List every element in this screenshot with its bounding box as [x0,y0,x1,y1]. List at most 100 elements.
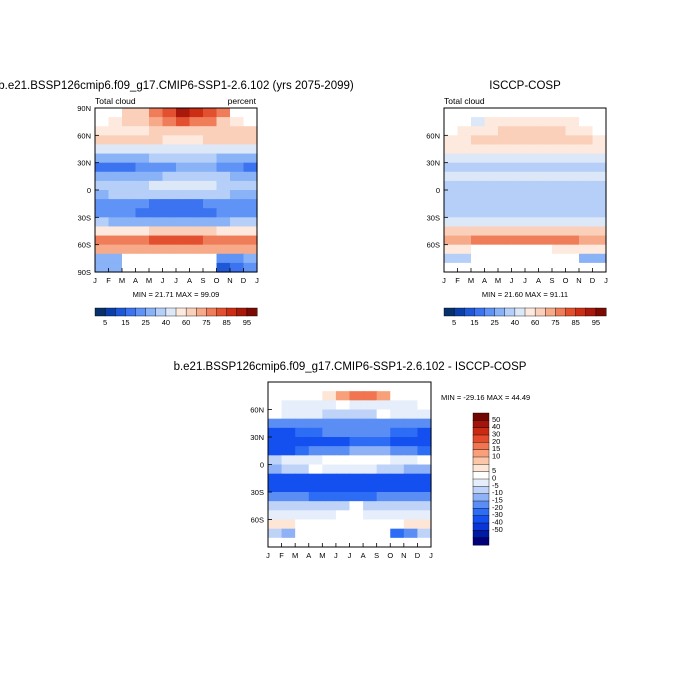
heatmap-cell [349,418,364,429]
heatmap-cell [230,108,245,118]
heatmap-cell [108,117,123,127]
heatmap-cell [511,199,526,209]
heatmap-cell [322,482,337,493]
heatmap-cell [376,446,391,456]
heatmap-cell [390,482,405,493]
heatmap-cell [95,217,110,228]
heatmap-cell [216,199,231,209]
heatmap-cell [390,510,405,521]
heatmap-cell [189,153,204,164]
heatmap-cell [308,400,323,411]
heatmap-cell [230,262,245,273]
x-tick-label: J [174,276,178,285]
heatmap-cell [149,244,164,255]
heatmap-cell [268,409,283,420]
colorbar-label: -30 [492,510,503,519]
y-tick-label: 0 [260,461,264,470]
heatmap-cell [498,126,513,136]
heatmap-cell [444,199,459,209]
heatmap-cell [135,108,150,118]
heatmap-cell [135,162,150,173]
heatmap-cell [281,528,296,539]
heatmap-cell [203,171,218,182]
heatmap-cell [525,217,540,228]
heatmap-cell [592,235,607,246]
heatmap-cell [203,226,218,237]
heatmap-cell [579,253,594,264]
heatmap-cell [403,382,419,392]
heatmap-cell [230,162,245,173]
colorbar-label: -5 [492,481,499,490]
heatmap-cell [203,208,218,218]
heatmap-cell [308,391,323,401]
heatmap-cell [122,190,137,200]
heatmap-cell [176,190,191,200]
heatmap-cell [122,208,137,218]
heatmap-cell [295,400,310,411]
x-tick-label: F [106,276,111,285]
panel-obs-heatmap [444,108,607,273]
heatmap-cell [417,519,432,530]
heatmap-cell [335,418,351,429]
heatmap-cell [457,235,472,246]
heatmap-cell [176,153,191,164]
heatmap-cell [268,418,283,429]
heatmap-cell [162,244,177,255]
heatmap-cell [417,501,432,511]
heatmap-cell [149,190,164,200]
heatmap-cell [189,126,204,136]
colorbar-swatch [472,537,490,546]
heatmap-cell [308,418,323,429]
heatmap-cell [349,519,364,530]
colorbar-swatch [474,307,486,317]
heatmap-cell [349,464,364,475]
heatmap-cell [376,427,391,438]
x-tick-label: J [348,551,352,560]
heatmap-cell [498,235,513,246]
heatmap-cell [216,226,231,237]
heatmap-cell [108,190,123,200]
heatmap-cell [162,153,177,164]
heatmap-cell [149,262,164,273]
heatmap-cell [579,217,594,228]
heatmap-cell [471,135,486,146]
heatmap-cell [376,510,391,521]
heatmap-cell [498,208,513,218]
colorbar-swatch [514,307,526,317]
heatmap-cell [444,208,459,218]
heatmap-cell [308,382,323,392]
heatmap-cell [363,409,378,420]
heatmap-cell [511,253,526,264]
heatmap-cell [417,510,432,521]
heatmap-cell [484,171,499,182]
heatmap-cell [281,391,296,401]
heatmap-cell [525,144,540,155]
x-tick-label: J [161,276,165,285]
heatmap-cell [268,400,283,411]
colorbar-swatch [472,522,490,531]
heatmap-cell [403,473,419,484]
heatmap-cell [335,510,351,521]
heatmap-cell [457,171,472,182]
heatmap-cell [525,226,540,237]
heatmap-cell [565,199,580,209]
heatmap-cell [176,108,191,118]
heatmap-cell [335,519,351,530]
heatmap-cell [511,244,526,255]
x-tick-label: J [442,276,446,285]
heatmap-cell [322,528,337,539]
heatmap-cell [457,244,472,255]
heatmap-cell [162,162,177,173]
heatmap-cell [122,171,137,182]
heatmap-cell [511,126,526,136]
heatmap-cell [230,253,245,264]
x-tick-label: D [590,276,596,285]
heatmap-cell [308,537,323,548]
heatmap-cell [122,135,137,146]
heatmap-cell [376,519,391,530]
heatmap-cell [592,108,607,118]
heatmap-cell [498,108,513,118]
heatmap-cell [403,510,419,521]
heatmap-cell [308,501,323,511]
heatmap-cell [579,171,594,182]
